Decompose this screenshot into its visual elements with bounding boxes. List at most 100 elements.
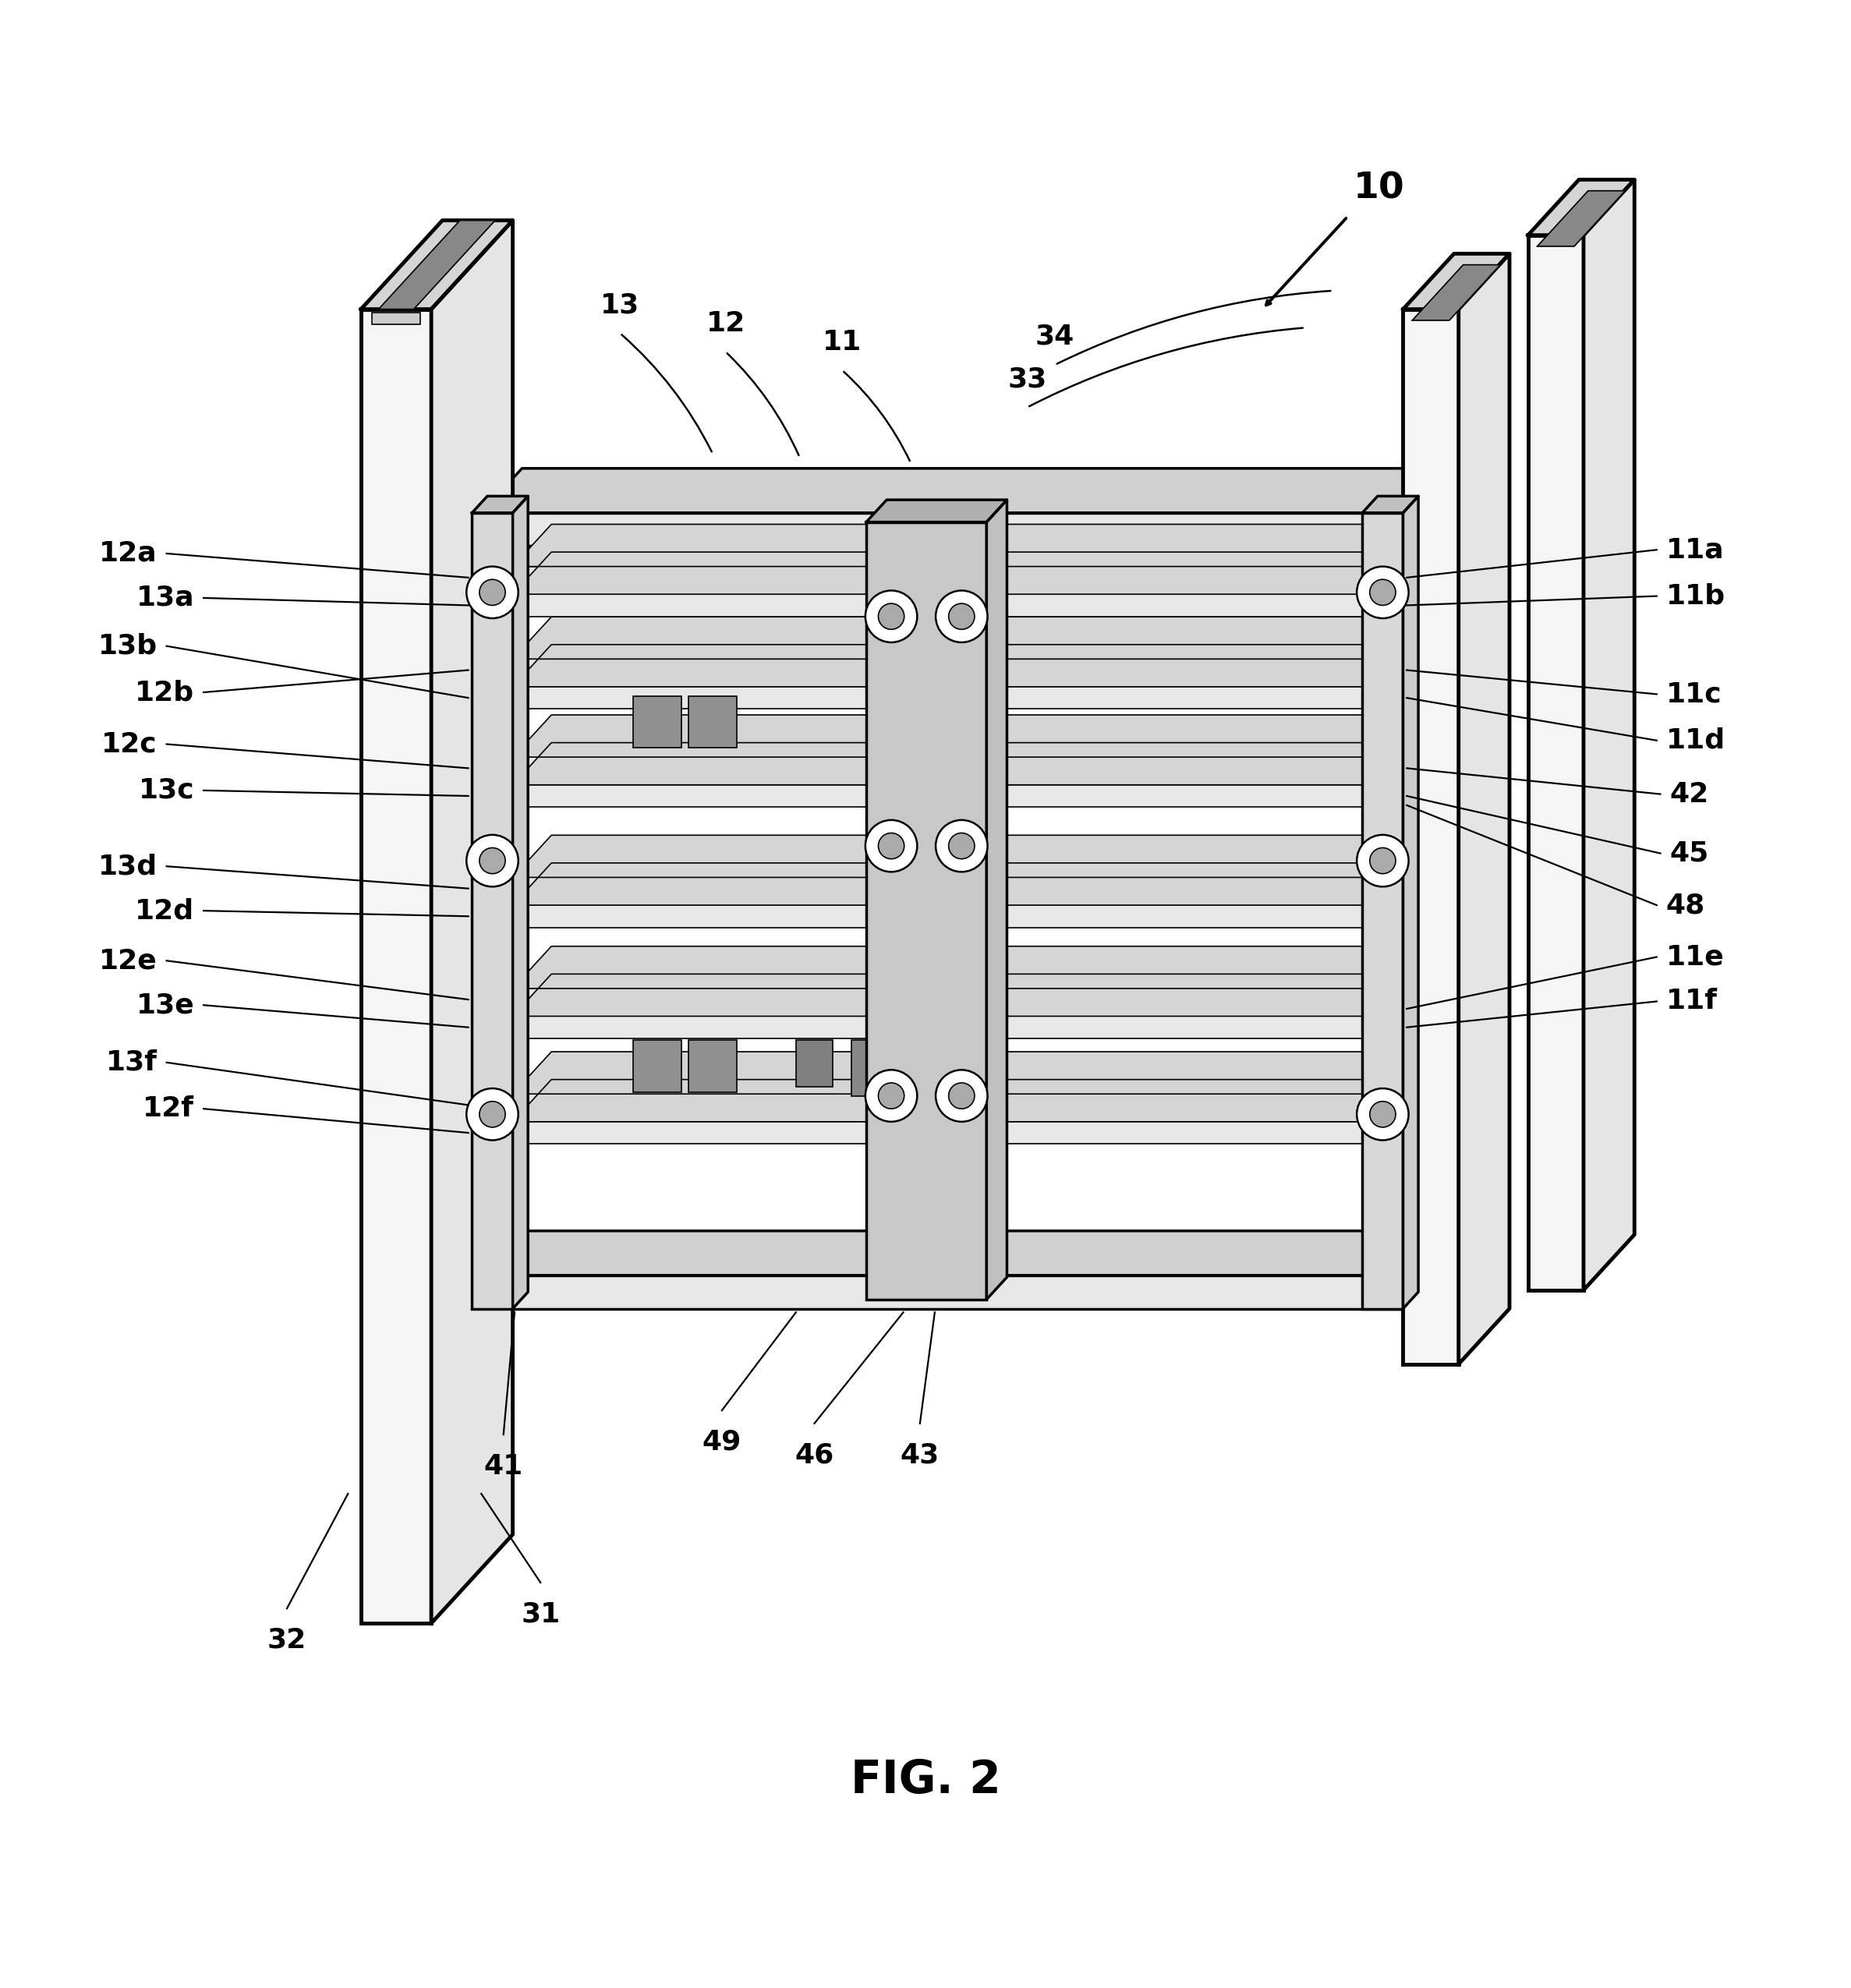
Polygon shape xyxy=(1362,744,1401,807)
Polygon shape xyxy=(866,499,1007,523)
Text: 11f: 11f xyxy=(1666,988,1718,1014)
Polygon shape xyxy=(513,974,1401,1016)
Circle shape xyxy=(1357,567,1409,618)
Text: 13e: 13e xyxy=(137,992,194,1018)
Text: 11d: 11d xyxy=(1666,728,1725,753)
Text: 11c: 11c xyxy=(1666,682,1721,708)
Polygon shape xyxy=(513,616,1401,658)
Polygon shape xyxy=(481,1231,1447,1276)
Text: 31: 31 xyxy=(520,1600,561,1628)
Polygon shape xyxy=(513,946,1401,988)
Text: 32: 32 xyxy=(267,1626,307,1654)
Circle shape xyxy=(466,567,518,618)
Polygon shape xyxy=(1362,616,1401,682)
Polygon shape xyxy=(513,863,1401,905)
Bar xyxy=(851,1040,879,1095)
Polygon shape xyxy=(1362,644,1401,710)
Circle shape xyxy=(935,819,988,873)
Text: 41: 41 xyxy=(483,1453,524,1479)
Polygon shape xyxy=(513,525,1401,567)
Polygon shape xyxy=(1403,497,1418,1308)
Text: 12: 12 xyxy=(705,310,746,338)
Bar xyxy=(513,877,1362,901)
Polygon shape xyxy=(1536,191,1625,247)
Bar xyxy=(513,567,1362,588)
Polygon shape xyxy=(1362,1052,1401,1115)
Circle shape xyxy=(1370,579,1396,604)
Polygon shape xyxy=(513,553,1401,594)
Polygon shape xyxy=(361,221,513,310)
Text: 12a: 12a xyxy=(100,541,157,567)
Polygon shape xyxy=(513,497,528,1308)
Circle shape xyxy=(466,1087,518,1141)
Circle shape xyxy=(935,590,988,642)
Bar xyxy=(689,696,737,747)
Polygon shape xyxy=(1362,946,1401,1010)
Text: 49: 49 xyxy=(702,1429,742,1455)
Polygon shape xyxy=(1362,835,1401,901)
Polygon shape xyxy=(1362,863,1401,926)
Polygon shape xyxy=(1362,1079,1401,1143)
Polygon shape xyxy=(1584,179,1634,1290)
Circle shape xyxy=(479,847,505,873)
Text: 13c: 13c xyxy=(139,777,194,803)
Circle shape xyxy=(879,604,903,630)
Polygon shape xyxy=(1412,264,1499,320)
Text: 11b: 11b xyxy=(1666,582,1725,610)
Polygon shape xyxy=(1362,553,1401,616)
Circle shape xyxy=(1370,847,1396,873)
Text: 12b: 12b xyxy=(135,680,194,706)
Circle shape xyxy=(1357,1087,1409,1141)
Text: 45: 45 xyxy=(1670,841,1708,867)
Polygon shape xyxy=(472,497,528,513)
Polygon shape xyxy=(1362,974,1401,1038)
Text: 33: 33 xyxy=(1007,366,1048,392)
Circle shape xyxy=(950,604,974,630)
Bar xyxy=(372,312,420,324)
Polygon shape xyxy=(1362,716,1401,779)
Text: 13f: 13f xyxy=(106,1050,157,1076)
Text: 34: 34 xyxy=(1035,324,1075,350)
Text: 46: 46 xyxy=(794,1441,835,1469)
Bar xyxy=(513,594,1362,616)
Polygon shape xyxy=(513,744,1401,785)
Bar xyxy=(481,513,1407,547)
Text: 11: 11 xyxy=(822,328,863,356)
Bar xyxy=(361,310,431,1624)
Polygon shape xyxy=(513,644,1401,686)
Polygon shape xyxy=(481,469,1447,513)
Polygon shape xyxy=(1407,469,1447,547)
Bar xyxy=(633,1040,681,1091)
Bar xyxy=(513,686,1362,710)
Bar xyxy=(472,513,513,1308)
Text: 11a: 11a xyxy=(1666,537,1723,563)
Bar xyxy=(481,1276,1407,1308)
Polygon shape xyxy=(987,499,1007,1300)
Circle shape xyxy=(1370,1101,1396,1127)
Text: FIG. 2: FIG. 2 xyxy=(850,1757,1001,1803)
Polygon shape xyxy=(431,221,513,1624)
Circle shape xyxy=(466,835,518,887)
Bar xyxy=(1412,541,1486,1280)
Polygon shape xyxy=(513,716,1401,757)
Polygon shape xyxy=(1407,1231,1447,1308)
Bar xyxy=(513,757,1362,779)
Circle shape xyxy=(864,819,918,873)
Text: 11e: 11e xyxy=(1666,944,1723,970)
Polygon shape xyxy=(379,221,496,310)
Bar xyxy=(689,1040,737,1091)
Circle shape xyxy=(950,1083,974,1109)
Bar xyxy=(633,696,681,747)
Circle shape xyxy=(864,1070,918,1121)
Polygon shape xyxy=(513,1052,1401,1093)
Circle shape xyxy=(479,579,505,604)
Circle shape xyxy=(935,1070,988,1121)
Circle shape xyxy=(879,1083,903,1109)
Text: 43: 43 xyxy=(900,1441,940,1469)
Polygon shape xyxy=(1362,525,1401,588)
Text: 12e: 12e xyxy=(100,948,157,974)
Text: 48: 48 xyxy=(1666,893,1705,918)
Bar xyxy=(513,1093,1362,1115)
Circle shape xyxy=(864,590,918,642)
Bar xyxy=(1529,235,1584,1290)
